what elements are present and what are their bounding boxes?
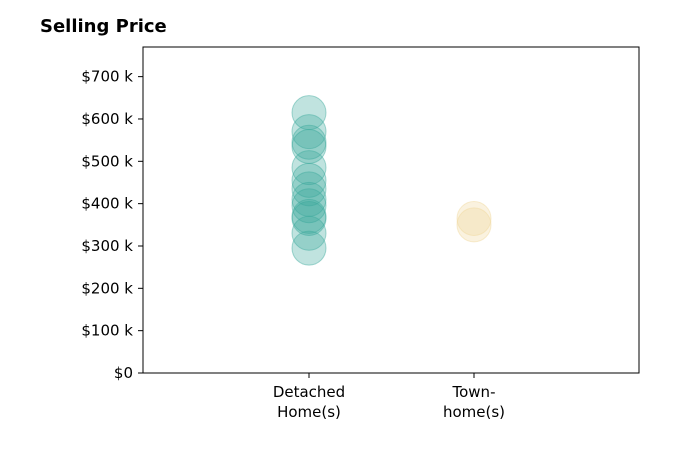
y-tick-label: $500 k — [81, 152, 133, 170]
data-point — [291, 114, 327, 150]
data-point — [291, 188, 327, 224]
x-tick-label: Detached Home(s) — [273, 383, 345, 421]
data-point — [291, 171, 327, 207]
data-point — [291, 215, 327, 251]
data-point — [456, 207, 492, 243]
data-point — [291, 198, 327, 234]
y-tick-label: $400 k — [81, 195, 133, 213]
y-tick-label: $200 k — [81, 279, 133, 297]
x-axis: Detached Home(s) Town-home(s) — [273, 373, 505, 421]
data-point — [291, 162, 327, 198]
data-point — [291, 200, 327, 236]
data-point — [291, 124, 327, 160]
data-point — [291, 181, 327, 217]
x-tick-label: Town-home(s) — [443, 383, 505, 421]
data-point — [291, 128, 327, 164]
plot-frame — [142, 46, 640, 374]
data-point — [456, 200, 492, 236]
y-tick-label: $0 — [114, 364, 133, 382]
data-points — [291, 95, 492, 266]
y-tick-label: $600 k — [81, 110, 133, 128]
data-point — [291, 230, 327, 266]
y-tick-label: $100 k — [81, 322, 133, 340]
y-axis: $0 $100 k $200 k $300 k $400 k $500 k $600 k $7… — [81, 68, 143, 382]
data-point — [291, 150, 327, 186]
y-tick-label: $300 k — [81, 237, 133, 255]
y-tick-label: $700 k — [81, 68, 133, 86]
data-point — [291, 95, 327, 131]
chart-title: Selling Price — [40, 16, 167, 37]
